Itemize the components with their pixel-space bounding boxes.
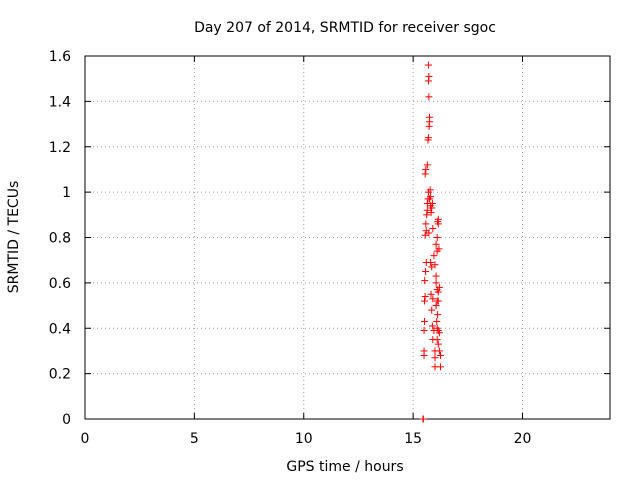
data-point <box>423 211 431 219</box>
data-point <box>432 272 440 280</box>
data-point <box>430 252 438 260</box>
data-point <box>428 322 436 330</box>
data-point <box>426 186 434 194</box>
data-point <box>434 288 442 296</box>
data-points <box>419 61 444 423</box>
data-point <box>421 231 429 239</box>
data-point <box>420 347 428 355</box>
data-point <box>434 297 442 305</box>
data-point <box>436 363 444 371</box>
plot-frame <box>84 55 611 420</box>
data-point <box>427 258 435 266</box>
data-point <box>423 206 431 214</box>
data-point <box>419 415 427 423</box>
y-axis-label: SRMTID / TECUs <box>6 181 22 294</box>
x-tick-label: 5 <box>190 431 199 447</box>
data-point <box>425 72 433 80</box>
data-point <box>422 220 430 228</box>
data-point <box>423 161 431 169</box>
x-tick-label: 0 <box>81 431 90 447</box>
data-point <box>426 195 434 203</box>
data-point <box>421 277 429 285</box>
data-point <box>422 165 430 173</box>
data-point <box>424 61 432 69</box>
y-tick-label: 0.8 <box>49 231 71 247</box>
y-tick-label: 0 <box>62 412 71 428</box>
data-point <box>426 113 434 121</box>
data-point <box>434 340 442 348</box>
data-point <box>421 317 428 325</box>
data-point <box>435 329 443 337</box>
chart-title: Day 207 of 2014, SRMTID for receiver sgo… <box>194 20 496 36</box>
data-point <box>429 224 437 232</box>
data-point <box>428 306 436 314</box>
axis-ticks: 0 5 10 15 20 0 0.2 0.4 0.6 0.8 1 1.2 1.4 1.6 <box>49 49 610 447</box>
data-point <box>433 336 441 344</box>
data-point <box>429 295 437 303</box>
data-point <box>427 209 435 217</box>
x-tick-label: 15 <box>404 431 422 447</box>
x-tick-label: 20 <box>514 431 532 447</box>
data-point <box>425 93 433 101</box>
data-point <box>432 302 440 310</box>
data-point <box>435 347 443 355</box>
y-tick-label: 0.2 <box>49 367 71 383</box>
data-point <box>435 245 443 253</box>
data-point <box>433 317 441 325</box>
data-point <box>433 234 441 241</box>
data-point <box>436 351 444 359</box>
y-tick-label: 0.4 <box>49 321 71 337</box>
data-point <box>431 261 439 269</box>
data-point <box>421 297 428 305</box>
data-point <box>420 327 428 335</box>
y-tick-label: 1.2 <box>49 140 71 156</box>
x-axis-label: GPS time / hours <box>286 459 403 475</box>
data-point <box>427 290 435 298</box>
data-point <box>424 134 432 142</box>
data-point <box>425 229 433 237</box>
y-tick-label: 1.6 <box>49 49 71 65</box>
data-point <box>435 283 443 291</box>
data-point <box>434 220 442 228</box>
data-point <box>421 292 429 300</box>
grid-lines <box>85 56 610 419</box>
data-point <box>431 354 439 362</box>
data-point <box>434 311 442 319</box>
data-point <box>432 279 440 287</box>
y-tick-label: 1 <box>62 185 71 201</box>
y-tick-label: 1.4 <box>49 94 71 110</box>
data-point <box>422 268 430 276</box>
y-tick-label: 0.6 <box>49 276 71 292</box>
data-point <box>432 240 440 248</box>
data-point <box>421 170 429 178</box>
data-point <box>428 199 436 207</box>
x-tick-label: 10 <box>295 431 313 447</box>
data-point <box>428 204 436 212</box>
